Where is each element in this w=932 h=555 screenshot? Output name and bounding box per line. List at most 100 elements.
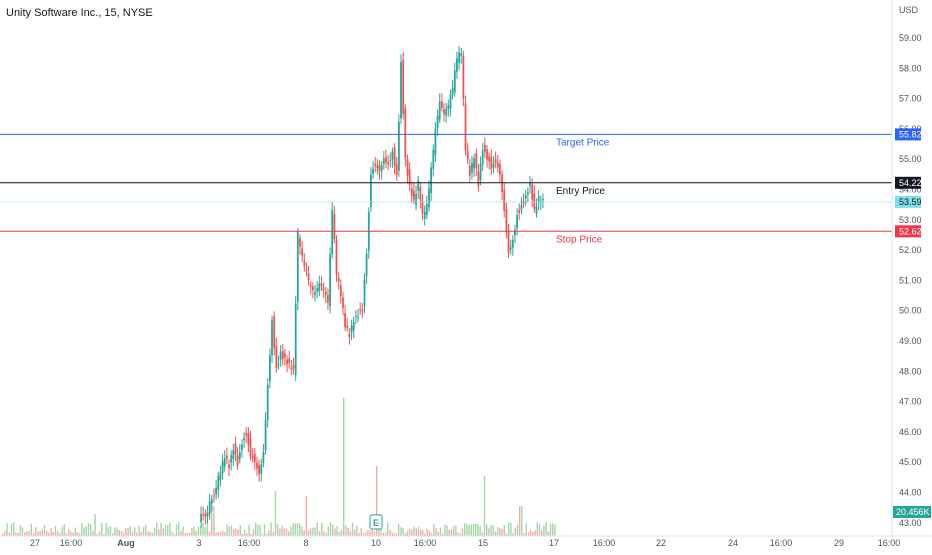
- candle-body: [312, 286, 314, 291]
- candle-body: [241, 444, 243, 450]
- candle-body: [258, 465, 260, 474]
- time-tick-label: 8: [303, 538, 308, 548]
- price-tick-label: 47.00: [899, 397, 922, 407]
- candle-body: [479, 164, 482, 180]
- candle-body: [253, 453, 256, 463]
- volume-bar: [549, 523, 552, 536]
- price-tick-label: 58.00: [899, 63, 922, 73]
- volume-bar: [202, 522, 204, 536]
- volume-bar: [21, 527, 24, 536]
- candle-body: [484, 144, 486, 152]
- price-axis[interactable]: 59.0058.0057.0056.0055.0054.0053.0052.00…: [899, 33, 922, 528]
- price-tick-label: 55.00: [899, 154, 922, 164]
- candle-body: [296, 231, 299, 303]
- candle-body: [408, 169, 411, 185]
- volume-bar: [10, 523, 13, 536]
- last-price-tag: [895, 195, 921, 208]
- volume-bar: [461, 528, 464, 536]
- volume-bar: [131, 531, 134, 536]
- candle-body: [365, 253, 368, 276]
- volume-bar: [268, 530, 270, 536]
- candle-body: [391, 151, 394, 160]
- price-level-tag-label: 54.22: [899, 178, 922, 188]
- volume-bar: [503, 525, 505, 536]
- candle-body: [376, 165, 379, 168]
- candle-body: [443, 109, 445, 114]
- candle-body: [238, 452, 241, 460]
- candle-body: [458, 52, 460, 63]
- time-tick-label: 10: [371, 538, 381, 548]
- candle-body: [329, 254, 331, 307]
- volume-bar: [52, 532, 54, 536]
- candle-body: [430, 167, 432, 194]
- candle-body: [223, 458, 226, 467]
- candle-body: [387, 162, 389, 165]
- volume-bar: [65, 533, 68, 536]
- volume-bar: [206, 522, 208, 536]
- volume-bar: [235, 528, 237, 536]
- candle-body: [402, 59, 405, 114]
- volume-bar: [435, 528, 437, 536]
- candle-body: [393, 147, 396, 166]
- volume-bar: [244, 529, 246, 536]
- time-axis[interactable]: 27 16:00 Aug 3 16:00 8 10 16:00 15 17 16:00 22 24 16:…: [30, 538, 900, 548]
- candle-body: [217, 476, 220, 490]
- price-levels[interactable]: Target Price Entry Price Stop Price: [0, 133, 892, 245]
- volume-bar: [281, 525, 283, 536]
- candle-body: [264, 420, 267, 451]
- volume-bar: [475, 523, 477, 536]
- volume-bar: [521, 506, 523, 536]
- volume-bar: [162, 528, 164, 536]
- volume-bar: [411, 529, 413, 536]
- candle-body: [342, 297, 344, 308]
- earnings-badge[interactable]: [369, 514, 383, 530]
- volume-bar: [8, 532, 10, 536]
- volume-bar: [393, 533, 395, 536]
- volume-bar: [404, 533, 406, 536]
- volume-bar: [301, 526, 303, 536]
- price-tick-label: 50.00: [899, 306, 922, 316]
- currency-label: USD: [899, 5, 919, 15]
- earnings-marker[interactable]: E: [369, 514, 383, 530]
- candle-body: [432, 149, 435, 169]
- candle-body: [251, 456, 254, 459]
- candle-body: [451, 87, 454, 95]
- candle-body: [210, 499, 213, 504]
- volume-bar: [547, 531, 549, 536]
- volume-bar: [516, 524, 519, 536]
- candle-body: [232, 450, 235, 459]
- volume-bar: [538, 523, 541, 536]
- volume-bar: [444, 524, 446, 536]
- volume-bar: [305, 496, 307, 536]
- candle-body: [294, 303, 297, 375]
- candle-body: [466, 150, 469, 160]
- volume-bar: [294, 523, 296, 536]
- candle-body: [213, 495, 215, 497]
- volume-bar: [382, 532, 384, 536]
- volume-bar: [442, 533, 444, 536]
- volume-bar: [279, 528, 281, 536]
- price-tick-label: 51.00: [899, 275, 922, 285]
- volume-bar: [19, 524, 21, 536]
- candle-body: [499, 163, 501, 175]
- volume-bar: [233, 529, 235, 536]
- volume-bar: [211, 506, 213, 536]
- candle-body: [501, 174, 503, 193]
- volume-bar: [457, 532, 459, 536]
- price-tick-label: 49.00: [899, 336, 922, 346]
- candle-body: [256, 462, 258, 469]
- candle-body: [230, 455, 233, 463]
- volume-bar: [114, 527, 116, 536]
- candle-body: [492, 163, 495, 168]
- volume-bar: [479, 526, 481, 536]
- volume-bar: [541, 530, 543, 536]
- candle-body: [505, 209, 508, 233]
- volume-bar: [158, 529, 160, 536]
- volume-bar: [4, 530, 6, 536]
- volume-bar: [329, 522, 332, 536]
- time-tick-label: 16:00: [878, 538, 901, 548]
- candle-body: [318, 283, 321, 292]
- volume-bar: [316, 522, 318, 536]
